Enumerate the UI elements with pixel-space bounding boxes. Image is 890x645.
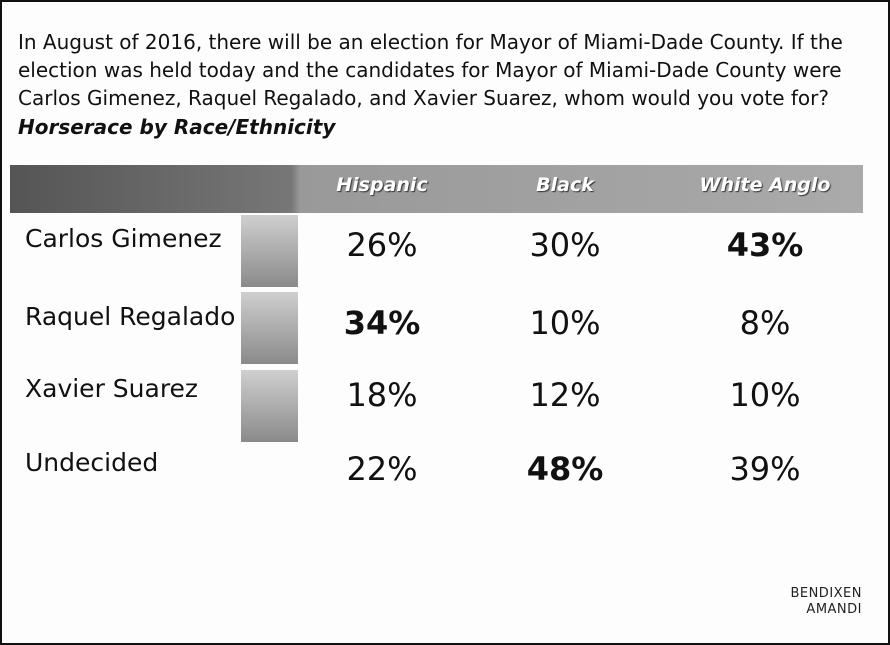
- column-header: Black: [536, 174, 594, 196]
- cell: 34%: [343, 304, 421, 342]
- logo-line: BENDIXEN: [790, 586, 862, 601]
- logo-line: AMANDI: [806, 602, 862, 617]
- candidate-photo: [241, 215, 298, 287]
- row-label: Undecided: [25, 448, 159, 477]
- cell: 26%: [346, 226, 418, 264]
- question-line: In August of 2016, there will be an elec…: [18, 30, 843, 54]
- candidate-photo: [241, 370, 298, 442]
- cell: 10%: [529, 304, 601, 342]
- column-header: Hispanic: [336, 174, 428, 196]
- cell: 30%: [529, 226, 601, 264]
- question-line: Carlos Gimenez, Raquel Regalado, and Xav…: [18, 86, 829, 110]
- cell: 43%: [726, 226, 804, 264]
- cell: 12%: [529, 376, 601, 414]
- cell: 8%: [739, 304, 791, 342]
- cell: 39%: [729, 450, 801, 488]
- row-label: Carlos Gimenez: [25, 224, 222, 253]
- cell: 18%: [346, 376, 418, 414]
- candidate-photo: [241, 292, 298, 364]
- question-line: election was held today and the candidat…: [18, 58, 842, 82]
- row-label: Xavier Suarez: [25, 374, 199, 403]
- column-header: White Anglo: [699, 174, 831, 196]
- cell: 22%: [346, 450, 418, 488]
- cell: 10%: [729, 376, 801, 414]
- cell: 48%: [526, 450, 604, 488]
- header-band: [10, 165, 863, 213]
- row-label: Raquel Regalado: [25, 302, 236, 331]
- subtitle: Horserace by Race/Ethnicity: [18, 115, 336, 139]
